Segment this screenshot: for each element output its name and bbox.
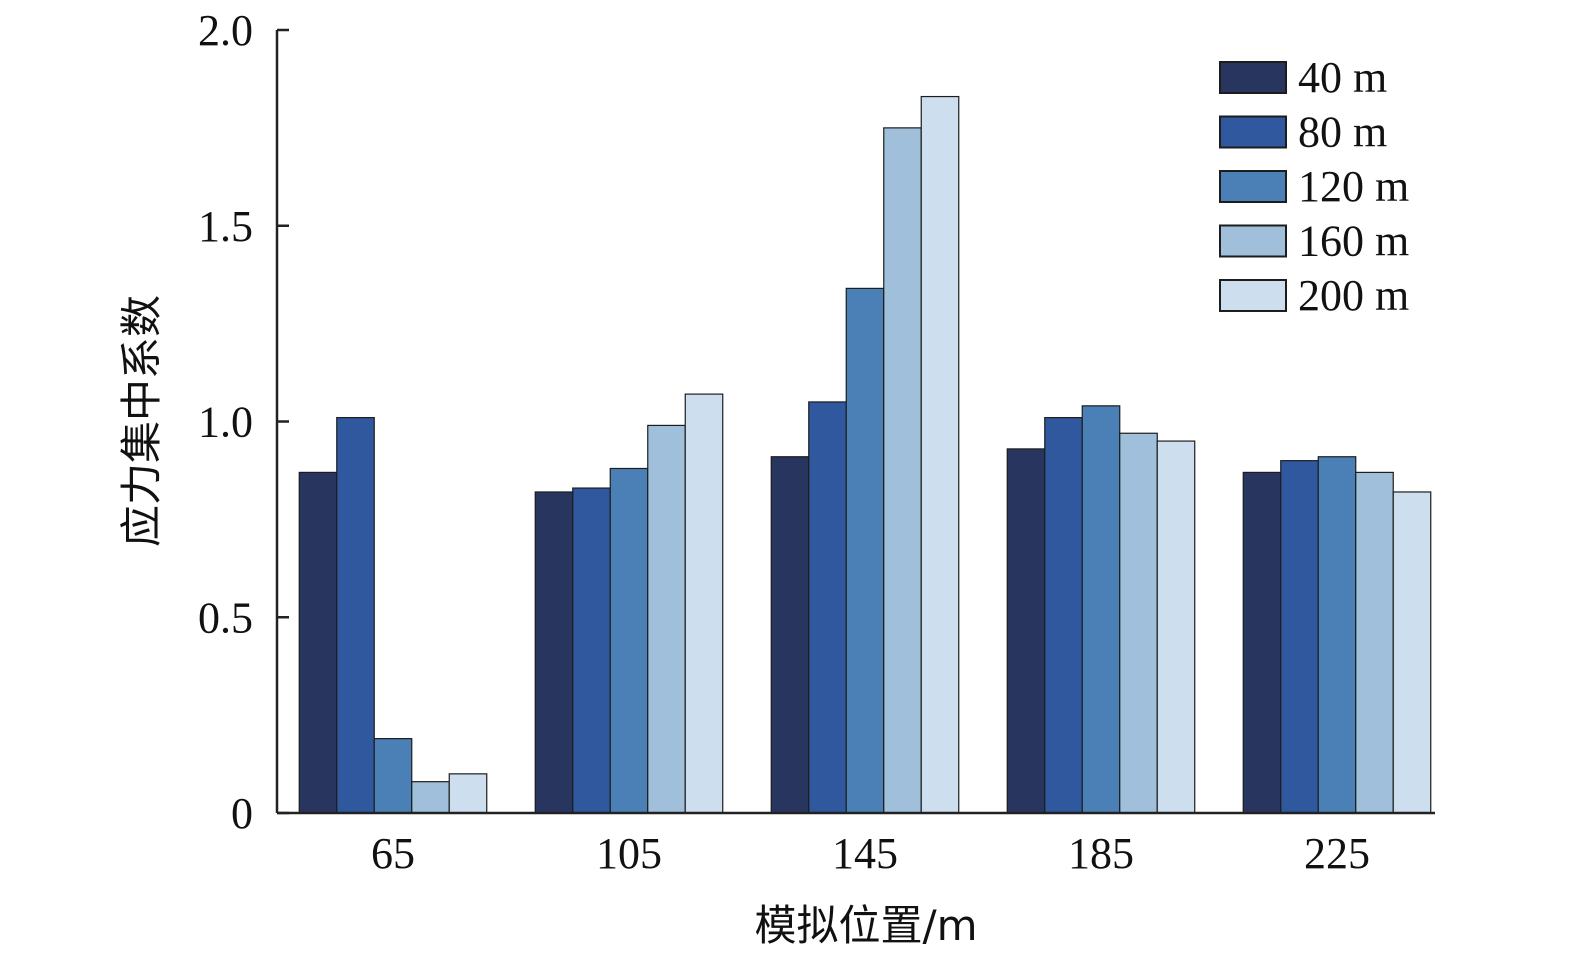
y-tick-label: 1.5 — [198, 202, 253, 251]
x-tick-label: 105 — [596, 829, 662, 878]
bar-80m-65 — [336, 416, 375, 814]
bar-200m-185 — [1156, 440, 1196, 814]
bar-80m-185 — [1044, 416, 1083, 814]
bar-160m-65 — [411, 781, 450, 814]
legend-label: 200 m — [1298, 271, 1409, 320]
bar-40m-105 — [534, 491, 574, 814]
legend-swatch — [1219, 61, 1287, 94]
legend-swatch — [1219, 170, 1287, 203]
legend-swatch — [1219, 279, 1287, 312]
legend: 40 m 80 m 120 m 160 m 200 m — [1219, 53, 1409, 320]
legend-label: 40 m — [1298, 53, 1387, 102]
bar-120m-65 — [373, 738, 413, 814]
bar-200m-225 — [1392, 491, 1432, 814]
y-axis-label: 应力集中系数 — [117, 295, 166, 547]
bar-80m-225 — [1280, 460, 1319, 814]
legend-swatch — [1219, 224, 1287, 258]
bar-120m-185 — [1081, 405, 1121, 814]
bar-40m-65 — [298, 471, 338, 814]
bar-80m-145 — [808, 401, 847, 814]
x-tick-label: 185 — [1068, 829, 1134, 878]
x-tick-label: 145 — [832, 829, 898, 878]
y-tick-label: 2.0 — [198, 6, 253, 55]
bar-40m-145 — [770, 456, 810, 814]
bar-200m-65 — [448, 773, 488, 814]
x-tick-label: 65 — [371, 829, 415, 878]
bar-160m-145 — [883, 127, 922, 814]
bar-160m-185 — [1119, 432, 1158, 814]
bar-120m-145 — [845, 287, 885, 814]
y-tick-label: 0.5 — [198, 593, 253, 642]
x-ticks: 65 105 145 185 225 — [371, 829, 1370, 878]
bar-120m-105 — [609, 467, 649, 814]
bar-80m-105 — [572, 487, 611, 814]
legend-label: 160 m — [1298, 217, 1409, 266]
bar-40m-185 — [1006, 448, 1046, 814]
bar-40m-225 — [1242, 471, 1282, 814]
legend-swatch — [1219, 115, 1287, 149]
y-tick-label: 1.0 — [198, 398, 253, 447]
bar-120m-225 — [1317, 456, 1357, 814]
bar-160m-225 — [1355, 471, 1394, 814]
legend-label: 80 m — [1298, 108, 1387, 157]
bar-200m-105 — [684, 393, 724, 814]
y-ticks: 0 0.5 1.0 1.5 2.0 — [198, 6, 289, 838]
x-tick-label: 225 — [1304, 829, 1370, 878]
x-axis-label: 模拟位置/m — [754, 901, 977, 950]
legend-label: 120 m — [1298, 162, 1409, 211]
bar-160m-105 — [647, 424, 686, 814]
bars-layer — [298, 95, 1432, 814]
y-tick-label: 0 — [231, 789, 253, 838]
bar-200m-145 — [920, 95, 960, 814]
